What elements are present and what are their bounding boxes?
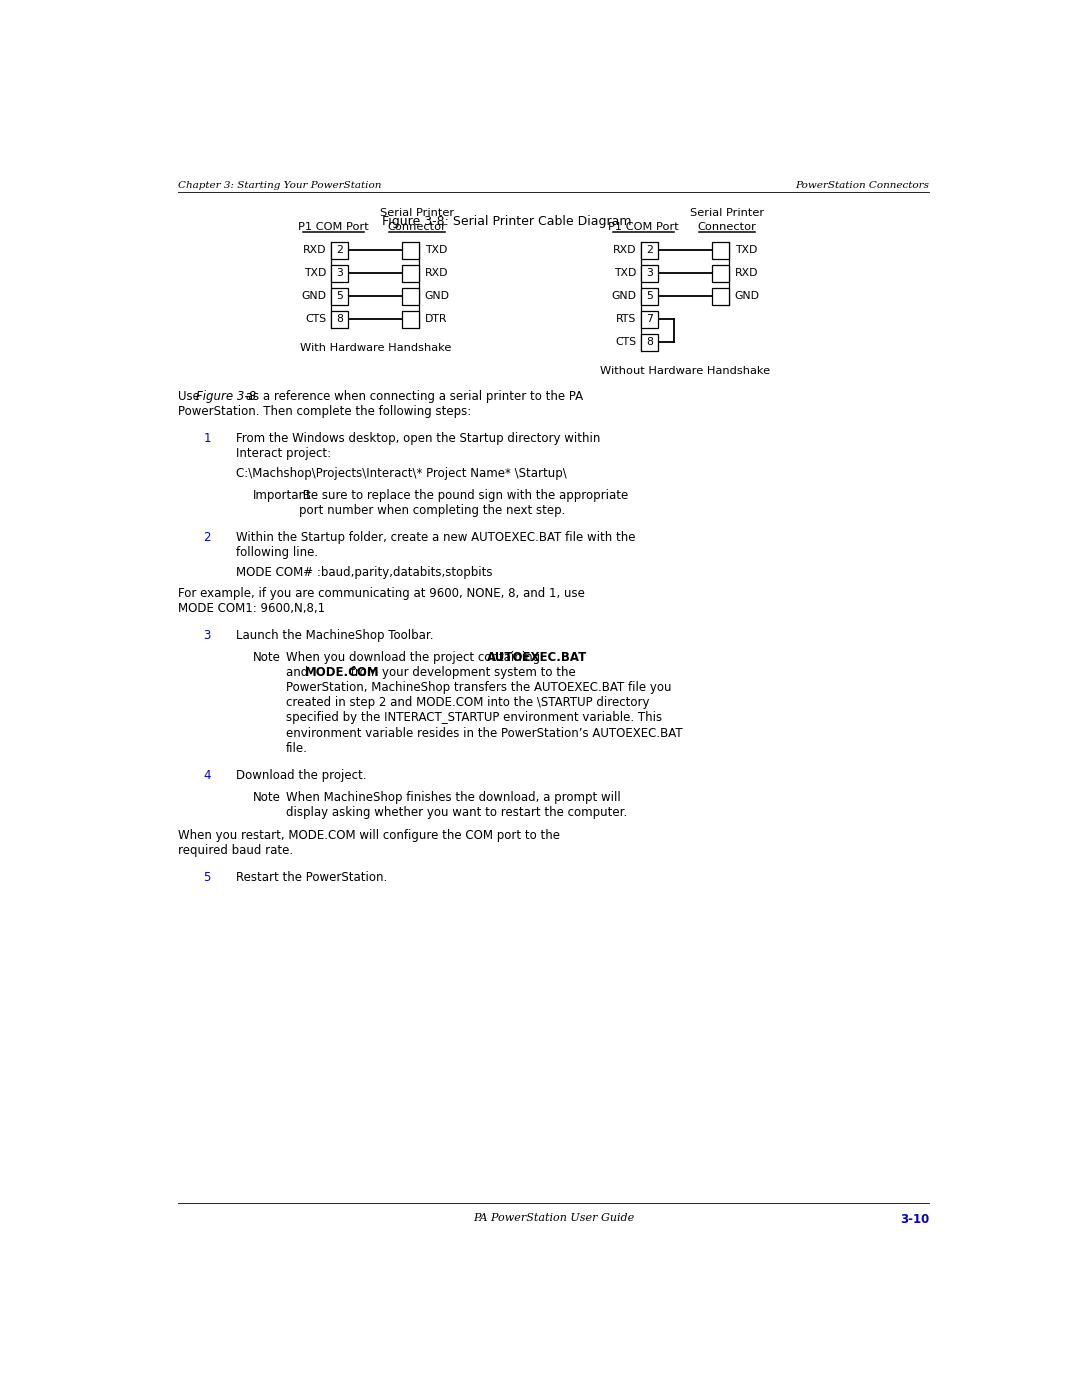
Text: following line.: following line. <box>235 546 318 559</box>
Text: 7: 7 <box>646 314 653 324</box>
Text: Launch the MachineShop Toolbar.: Launch the MachineShop Toolbar. <box>235 629 433 641</box>
Bar <box>713 242 729 258</box>
Bar <box>403 288 419 305</box>
Text: RTS: RTS <box>616 314 636 324</box>
Text: Be sure to replace the pound sign with the appropriate: Be sure to replace the pound sign with t… <box>299 489 629 503</box>
Text: When you restart, MODE.COM will configure the COM port to the: When you restart, MODE.COM will configur… <box>177 828 559 841</box>
Text: Serial Printer: Serial Printer <box>380 208 455 218</box>
Bar <box>332 312 348 328</box>
Text: and: and <box>286 666 312 679</box>
Text: Connector: Connector <box>698 222 756 232</box>
Bar <box>332 242 348 258</box>
Text: Figure 3-8: Serial Printer Cable Diagram: Figure 3-8: Serial Printer Cable Diagram <box>382 215 632 228</box>
Text: With Hardware Handshake: With Hardware Handshake <box>299 344 451 353</box>
Text: Connector: Connector <box>388 222 446 232</box>
Text: C:\Machshop\Projects\Interact\* Project Name* \Startup\: C:\Machshop\Projects\Interact\* Project … <box>235 467 567 479</box>
Text: Use: Use <box>177 390 203 404</box>
Text: 3-10: 3-10 <box>900 1213 930 1225</box>
Text: Chapter 3: Starting Your PowerStation: Chapter 3: Starting Your PowerStation <box>177 180 381 190</box>
Bar <box>403 242 419 258</box>
Bar <box>332 264 348 282</box>
Text: port number when completing the next step.: port number when completing the next ste… <box>299 504 565 517</box>
Text: 2: 2 <box>336 244 343 256</box>
Text: Note: Note <box>253 791 281 805</box>
Bar <box>403 264 419 282</box>
Text: CTS: CTS <box>306 314 326 324</box>
Text: PowerStation Connectors: PowerStation Connectors <box>795 180 930 190</box>
Text: RXD: RXD <box>734 268 758 278</box>
Text: 2: 2 <box>646 244 653 256</box>
Text: GND: GND <box>611 291 636 302</box>
Bar <box>642 312 658 328</box>
Text: from your development system to the: from your development system to the <box>347 666 576 679</box>
Bar <box>642 264 658 282</box>
Text: 8: 8 <box>646 338 653 348</box>
Text: Without Hardware Handshake: Without Hardware Handshake <box>600 366 770 376</box>
Text: Download the project.: Download the project. <box>235 768 366 781</box>
Text: RXD: RXD <box>613 244 636 256</box>
Text: AUTOEXEC.BAT: AUTOEXEC.BAT <box>486 651 586 665</box>
Bar <box>332 288 348 305</box>
Text: DTR: DTR <box>424 314 447 324</box>
Text: RXD: RXD <box>302 244 326 256</box>
Text: Restart the PowerStation.: Restart the PowerStation. <box>235 870 387 884</box>
Text: For example, if you are communicating at 9600, NONE, 8, and 1, use: For example, if you are communicating at… <box>177 587 584 599</box>
Text: P1 COM Port: P1 COM Port <box>298 222 368 232</box>
Text: From the Windows desktop, open the Startup directory within: From the Windows desktop, open the Start… <box>235 432 600 446</box>
Text: as a reference when connecting a serial printer to the PA: as a reference when connecting a serial … <box>242 390 583 404</box>
Text: created in step 2 and MODE.COM into the \STARTUP directory: created in step 2 and MODE.COM into the … <box>286 697 650 710</box>
Text: Note: Note <box>253 651 281 665</box>
Text: PA PowerStation User Guide: PA PowerStation User Guide <box>473 1213 634 1222</box>
Text: 5: 5 <box>646 291 653 302</box>
Text: GND: GND <box>301 291 326 302</box>
Text: GND: GND <box>424 291 450 302</box>
Text: Important: Important <box>253 489 311 503</box>
Text: P1 COM Port: P1 COM Port <box>608 222 678 232</box>
Text: required baud rate.: required baud rate. <box>177 844 293 856</box>
Text: When MachineShop finishes the download, a prompt will: When MachineShop finishes the download, … <box>286 791 621 805</box>
Bar <box>642 288 658 305</box>
Bar <box>642 242 658 258</box>
Text: PowerStation, MachineShop transfers the AUTOEXEC.BAT file you: PowerStation, MachineShop transfers the … <box>286 682 672 694</box>
Bar <box>713 264 729 282</box>
Text: specified by the INTERACT_STARTUP environment variable. This: specified by the INTERACT_STARTUP enviro… <box>286 711 662 725</box>
Text: PowerStation. Then complete the following steps:: PowerStation. Then complete the followin… <box>177 405 471 418</box>
Text: file.: file. <box>286 742 308 754</box>
Text: MODE COM1: 9600,N,8,1: MODE COM1: 9600,N,8,1 <box>177 602 325 615</box>
Text: 5: 5 <box>336 291 343 302</box>
Text: Within the Startup folder, create a new AUTOEXEC.BAT file with the: Within the Startup folder, create a new … <box>235 531 635 545</box>
Text: TXD: TXD <box>424 244 447 256</box>
Text: display asking whether you want to restart the computer.: display asking whether you want to resta… <box>286 806 627 819</box>
Bar <box>713 288 729 305</box>
Bar <box>642 334 658 351</box>
Text: 4: 4 <box>203 768 211 781</box>
Text: TXD: TXD <box>615 268 636 278</box>
Text: 3: 3 <box>336 268 343 278</box>
Text: 8: 8 <box>336 314 343 324</box>
Text: environment variable resides in the PowerStation’s AUTOEXEC.BAT: environment variable resides in the Powe… <box>286 726 683 739</box>
Text: TXD: TXD <box>305 268 326 278</box>
Text: Interact project:: Interact project: <box>235 447 330 460</box>
Text: MODE.COM: MODE.COM <box>306 666 380 679</box>
Text: When you download the project containing: When you download the project containing <box>286 651 544 665</box>
Text: CTS: CTS <box>616 338 636 348</box>
Text: GND: GND <box>734 291 760 302</box>
Text: MODE COM# :baud,parity,databits,stopbits: MODE COM# :baud,parity,databits,stopbits <box>235 566 492 578</box>
Text: 5: 5 <box>203 870 211 884</box>
Text: Serial Printer: Serial Printer <box>690 208 765 218</box>
Text: 3: 3 <box>203 629 211 641</box>
Text: 2: 2 <box>203 531 211 545</box>
Text: 3: 3 <box>646 268 653 278</box>
Text: Figure 3-8: Figure 3-8 <box>195 390 256 404</box>
Text: TXD: TXD <box>734 244 757 256</box>
Text: RXD: RXD <box>424 268 448 278</box>
Text: 1: 1 <box>203 432 211 446</box>
Bar <box>403 312 419 328</box>
